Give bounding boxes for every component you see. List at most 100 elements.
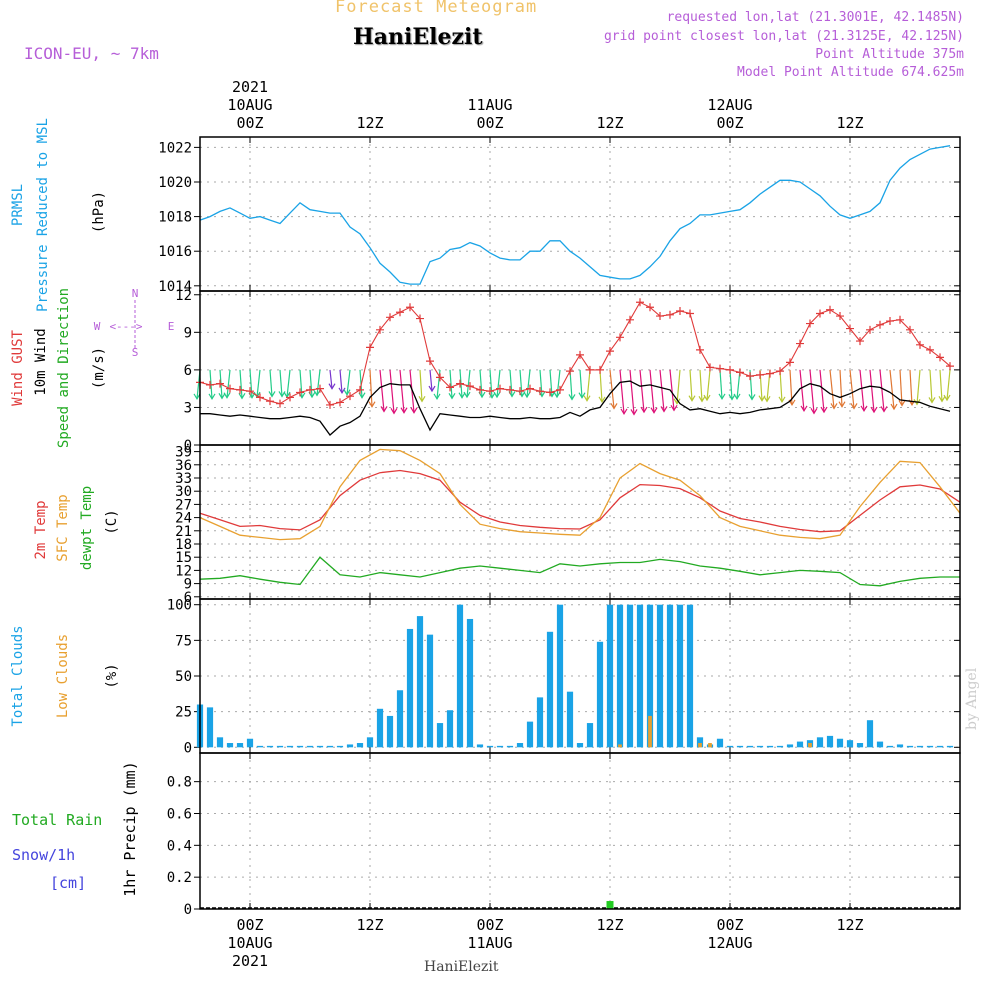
footer-location: HaniElezit <box>424 959 499 975</box>
y-tick-label: 27 <box>175 497 192 513</box>
y-tick-label: 36 <box>175 458 192 474</box>
wind-unit: (m/s) <box>91 347 107 389</box>
wind-arrow-head <box>640 406 648 414</box>
wind-direction-arrow <box>699 369 703 402</box>
wind-gust-marker <box>916 340 924 349</box>
wind-gust-marker <box>616 333 624 342</box>
wind-direction-arrow <box>316 369 321 396</box>
wind-arrow-head <box>943 394 951 402</box>
date-label-bottom: 10AUG <box>227 934 272 952</box>
wind-direction-arrow <box>779 369 783 402</box>
time-label-top: 12Z <box>356 114 383 132</box>
wind-arrow-head <box>343 389 351 396</box>
y-tick-label: 0 <box>184 438 192 454</box>
total-clouds-bar <box>206 707 214 748</box>
total-clouds-bar <box>736 745 744 748</box>
wind-arrow-head <box>463 391 471 399</box>
wind-gust-marker <box>586 365 594 374</box>
rain-label: Total Rain <box>12 811 102 829</box>
wind-arrow-head <box>898 400 906 407</box>
wind-direction-arrow <box>419 369 423 402</box>
total-clouds-bar <box>476 744 484 748</box>
total-clouds-bar <box>936 745 944 748</box>
wind-arrow-head <box>650 407 658 414</box>
total-clouds-bar <box>456 604 464 748</box>
wind-arrow-head <box>313 389 321 397</box>
compass-w: W <box>94 320 101 333</box>
wind-gust-marker <box>416 314 424 323</box>
wind-direction-arrow <box>449 369 453 399</box>
snow-label: Snow/1h <box>12 846 75 864</box>
wind-gust-marker <box>676 307 684 316</box>
wind-direction-arrow <box>496 369 501 398</box>
total-clouds-bar <box>356 743 364 748</box>
total-clouds-bar <box>796 741 804 748</box>
wind-direction-arrow <box>399 369 405 413</box>
total-clouds-bar <box>226 743 234 748</box>
wind-gust-line <box>199 301 951 406</box>
wind-arrow-head <box>448 392 456 400</box>
wind-direction-arrow <box>799 369 805 411</box>
wind-gust-marker <box>766 369 774 378</box>
wind-gust-marker <box>386 313 394 322</box>
y-tick-label: 25 <box>175 705 192 721</box>
wind-gust-marker <box>816 309 824 318</box>
total-clouds-bar <box>446 710 454 748</box>
wind-direction-arrow <box>939 369 943 402</box>
wind-gust-marker <box>896 315 904 324</box>
temp-unit: (C) <box>104 509 120 534</box>
total-clouds-bar <box>386 715 394 748</box>
y-tick-label: 30 <box>175 484 192 500</box>
wind-arrow-head <box>703 394 711 402</box>
wind-direction-arrow <box>849 369 855 409</box>
time-label-top: 00Z <box>476 114 503 132</box>
compass-arrows: <---> <box>109 320 142 333</box>
wind-direction-arrow <box>909 369 913 405</box>
time-label-bottom: 12Z <box>596 916 623 934</box>
wind-direction-arrow <box>519 369 523 397</box>
total-clouds-bar <box>426 634 434 748</box>
wind-gust-marker <box>626 315 634 324</box>
wind-gust-marker <box>866 325 874 334</box>
forecast-title: Forecast Meteogram <box>335 0 538 17</box>
wind-direction-arrow <box>299 369 303 398</box>
low-clouds-label: Low Clouds <box>55 634 71 718</box>
y-tick-label: 0.4 <box>167 838 192 854</box>
y-tick-label: 9 <box>184 325 192 341</box>
y-tick-label: 0.6 <box>167 806 192 822</box>
wind-arrow-head <box>598 396 606 404</box>
wind-arrow-head <box>568 394 576 401</box>
y-tick-label: 18 <box>175 537 192 553</box>
wind-gust-marker <box>636 298 644 307</box>
wind-direction-arrow <box>689 369 693 401</box>
wind-gust-marker <box>856 337 864 346</box>
wind-direction-arrow <box>706 369 711 401</box>
wind-direction-arrow <box>286 369 291 398</box>
time-label-bottom: 00Z <box>476 916 503 934</box>
wind-direction-arrow <box>249 369 253 398</box>
wind-arrow-head <box>458 392 466 399</box>
total-clouds-bar <box>626 604 634 748</box>
y-tick-label: 1018 <box>158 210 192 226</box>
pressure-unit: (hPa) <box>91 191 107 233</box>
time-label-bottom: 00Z <box>716 916 743 934</box>
wind-direction-arrow <box>869 369 875 413</box>
wind-direction-arrow <box>509 369 513 397</box>
wind-direction-arrow <box>346 369 351 395</box>
wind-gust-marker <box>596 365 604 374</box>
total-clouds-bar <box>866 720 874 748</box>
total-clouds-bar <box>576 743 584 748</box>
wind-direction-arrow <box>579 369 583 398</box>
y-tick-label: 12 <box>175 288 192 304</box>
wind-direction-arrow <box>269 369 273 397</box>
wind-gust-marker <box>216 379 224 388</box>
wind-arrow-head <box>688 395 696 402</box>
wind-arrow-head <box>820 406 828 414</box>
time-label-top: 12Z <box>596 114 623 132</box>
location-title: HaniElezit <box>353 24 483 50</box>
date-label-bottom: 12AUG <box>707 934 752 952</box>
watermark: by Angel <box>964 667 980 730</box>
wind-gust-marker <box>536 387 544 396</box>
wind-gust-marker <box>306 385 314 394</box>
